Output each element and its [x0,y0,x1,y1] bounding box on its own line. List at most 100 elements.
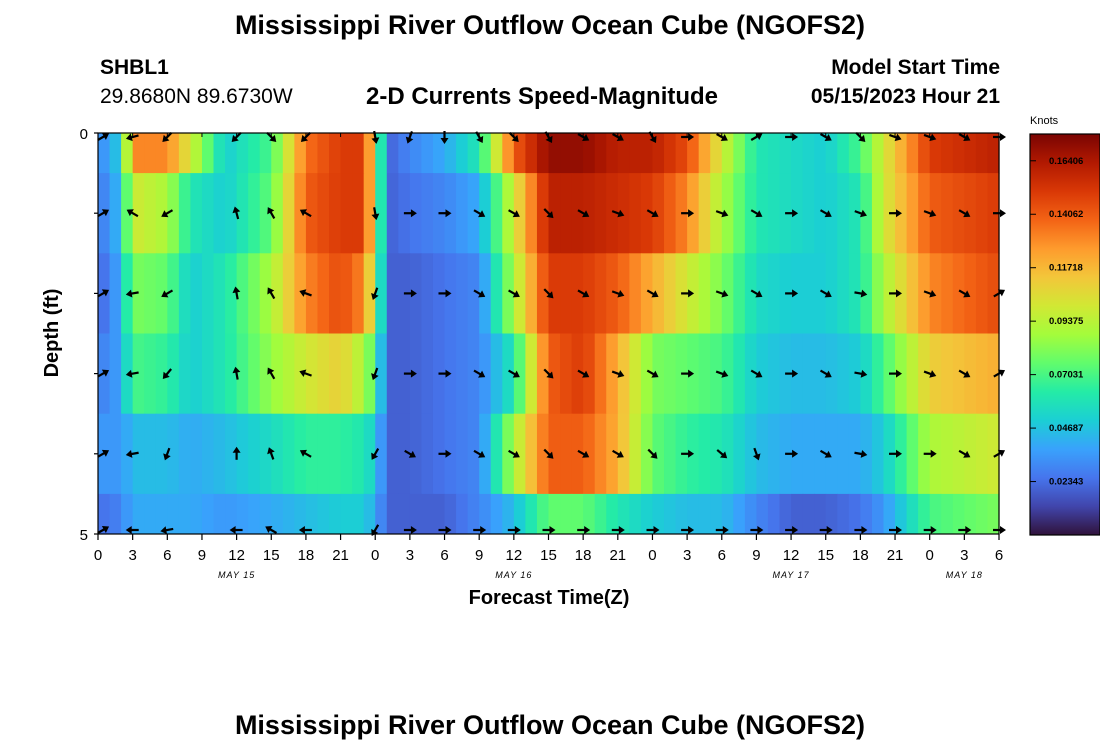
heatmap-cell [317,413,330,495]
heatmap-cell [502,133,515,174]
heatmap-cell [225,253,238,334]
heatmap-cell [167,173,180,254]
heatmap-cell [860,133,873,174]
heatmap-cell [975,133,989,174]
heatmap-cell [386,493,399,535]
heatmap-cell [871,333,885,415]
heatmap-cell [259,133,272,174]
heatmap-cell [837,133,850,174]
current-arrow [232,446,241,460]
x-tick-label: 6 [718,547,726,564]
heatmap-cell [271,253,284,334]
heatmap-cell [479,173,492,254]
heatmap-cell [432,133,446,174]
heatmap-cell [502,413,515,495]
heatmap-cell [363,413,376,495]
current-arrow [646,289,659,298]
heatmap-cell [236,413,249,495]
heatmap-cell [375,133,388,174]
heatmap-cell [525,493,538,535]
heatmap-cell [352,253,365,334]
heatmap-cell [895,133,908,174]
heatmap-cell [178,173,192,254]
heatmap-cell [398,413,411,495]
heatmap-cell [767,173,781,254]
heatmap-cell [756,133,769,174]
current-arrow [543,448,554,459]
station-id: SHBL1 [100,56,169,79]
heatmap-cell [109,173,122,254]
heatmap-cell [201,493,215,535]
heatmap-cell [502,333,515,415]
heatmap-cell [132,173,145,254]
heatmap-cell [421,333,434,415]
current-arrow [267,287,276,300]
heatmap-cell [178,493,192,535]
heatmap-cells [98,133,1000,535]
current-arrow [473,369,486,378]
heatmap-cell [467,493,480,535]
heatmap-cell [398,493,411,535]
current-arrow [681,209,695,218]
current-arrow [993,209,1006,218]
current-arrow [267,447,275,460]
heatmap-cell [744,333,758,415]
heatmap-cell [513,253,526,334]
heatmap-cell [248,253,261,334]
heatmap-cell [825,253,838,334]
heatmap-cell [583,253,596,334]
x-tick-label: 0 [926,547,934,564]
current-arrow [681,369,695,378]
heatmap-cell [952,173,965,254]
y-axis: 05 [80,126,98,544]
x-tick-label: 21 [332,547,349,564]
heatmap-cell [767,413,781,495]
current-arrow [404,449,416,458]
heatmap-cell [698,253,711,334]
current-arrow [993,133,1006,141]
station-coordinates: 29.8680N 89.6730W [100,85,293,108]
heatmap-cell [606,133,619,174]
heatmap-cell [744,413,758,495]
heatmap-cell [421,493,434,535]
heatmap-cell [456,133,469,174]
heatmap-cell [525,253,538,334]
current-arrow [577,449,590,458]
heatmap-cell [744,133,758,174]
heatmap-cell [560,253,573,334]
heatmap-cell [248,133,261,174]
heatmap-cell [825,333,838,415]
heatmap-cell [548,333,561,415]
current-arrow [298,526,312,534]
current-arrow [819,209,832,218]
heatmap-cell [294,133,307,174]
heatmap-cell [190,253,203,334]
current-arrow [438,526,452,534]
current-arrow [97,526,110,534]
x-tick-label: 21 [887,547,904,564]
heatmap-cell [352,133,365,174]
heatmap-cell [779,493,792,535]
heatmap-cell [282,413,295,495]
heatmap-cell [432,493,446,535]
heatmap-cell [767,333,781,415]
current-arrow [438,289,452,298]
heatmap-cell [871,173,885,254]
heatmap-cell [190,413,203,495]
heatmap-cell [502,253,515,334]
heatmap-cell [190,133,203,174]
current-arrow [163,447,171,461]
heatmap-cell [629,333,642,415]
heatmap-cell [583,493,596,535]
current-arrow [993,526,1006,534]
heatmap-cell [536,493,550,535]
heatmap-cell [121,133,134,174]
heatmap-cell [178,413,192,495]
heatmap-cell [144,133,157,174]
heatmap-cell [664,493,677,535]
heatmap-cell [871,253,885,334]
current-arrow [647,448,658,459]
heatmap-cell [964,173,977,254]
heatmap-cell [363,133,376,174]
heatmap-cell [236,173,249,254]
